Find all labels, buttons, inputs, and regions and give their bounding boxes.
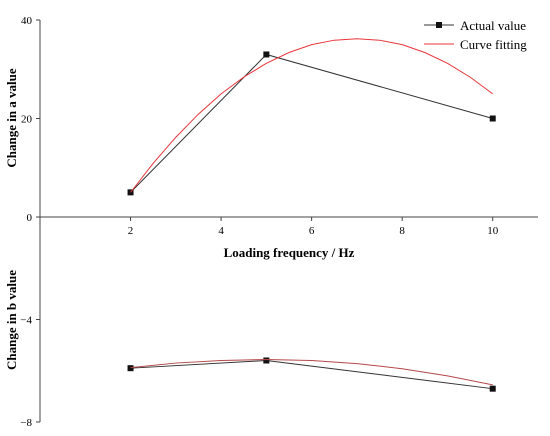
bottom-data-point: [127, 365, 134, 372]
x-tick-label: 2: [128, 225, 134, 237]
top-y-tick-label: 40: [21, 15, 33, 27]
top-actual-line: [130, 53, 493, 193]
legend-actual-marker: [436, 22, 442, 28]
top-y-axis-title: Change in a value: [4, 68, 19, 168]
bottom-data-point: [263, 357, 270, 364]
bottom-y-tick-label: −4: [20, 315, 32, 327]
top-y-tick-label: 20: [21, 114, 33, 126]
x-tick-label: 8: [399, 225, 405, 237]
x-tick-label: 10: [487, 225, 499, 237]
top-fit-curve: [130, 38, 494, 193]
bottom-data-point: [489, 385, 496, 392]
bottom-panel: −4 −8 Change in b value: [4, 217, 496, 429]
x-tick-label: 6: [309, 225, 315, 237]
x-axis-title: Loading frequency / Hz: [224, 245, 355, 260]
top-y-tick-label: 0: [27, 212, 33, 224]
legend: Actual value Curve fitting: [424, 18, 527, 52]
x-tick-label: 4: [218, 225, 224, 237]
top-panel: 2 4 6 8 10 0 20 40 Change in a value Loading fr…: [4, 15, 538, 260]
top-data-point: [263, 51, 270, 58]
legend-actual-label: Actual value: [460, 18, 526, 33]
top-data-point: [489, 115, 496, 122]
bottom-y-axis-title: Change in b value: [4, 270, 19, 370]
legend-fit-label: Curve fitting: [460, 37, 527, 52]
bottom-fit-curve: [130, 358, 493, 386]
bottom-y-tick-label: −8: [20, 417, 32, 429]
